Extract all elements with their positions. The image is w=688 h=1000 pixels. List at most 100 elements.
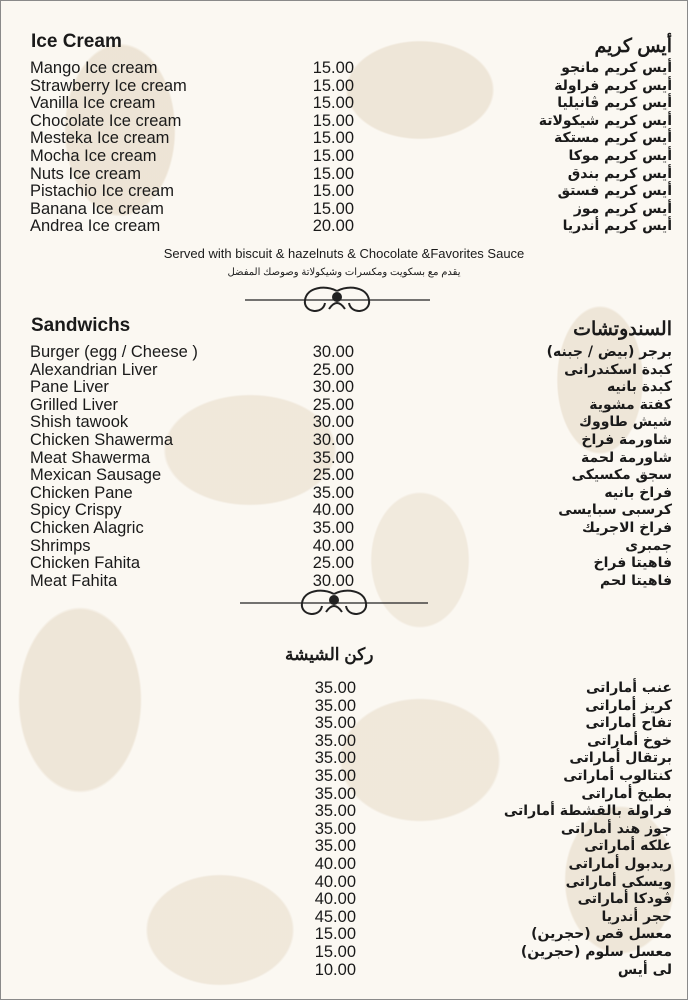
item-name-ar: أيس كريم شيكولاتة	[538, 112, 672, 129]
item-name-ar: سجق مكسيكى	[571, 467, 672, 484]
item-name-ar: ريدبول أماراتى	[568, 856, 672, 872]
item-price: 20.00	[312, 217, 354, 236]
item-price: 35.00	[314, 802, 356, 821]
item-name-ar: أيس كريم موز	[573, 200, 672, 217]
item-name: Shrimps	[30, 536, 91, 555]
item-name-ar: بطيخ أماراتى	[581, 785, 672, 802]
menu-item: Vanilla Ice cream 15.00 أيس كريم ڤانيليا	[0, 95, 688, 113]
item-name: Chicken Fahita	[30, 554, 141, 573]
sandwiches-title-ar: السندوتشات	[573, 319, 672, 340]
item-price: 40.00	[314, 890, 356, 909]
item-price: 30.00	[312, 571, 354, 590]
item-name-ar: شيش طاووك	[579, 414, 672, 431]
menu-item: 35.00 كنتالوب أماراتى	[0, 767, 688, 786]
menu-item: 35.00 فراولة بالقشطة أماراتى	[0, 803, 688, 821]
ornament-divider	[240, 589, 428, 615]
menu-item: 40.00 ڤودكا أماراتى	[0, 891, 688, 909]
menu-item: Pistachio Ice cream 15.00 أيس كريم فستق	[0, 183, 688, 201]
menu-item: Chicken Alagric 35.00 فراخ الاجريك	[0, 519, 688, 538]
menu-item: 35.00 تفاح أماراتى	[0, 715, 688, 733]
menu-item: 35.00 كريز أماراتى	[0, 697, 688, 716]
item-price: 35.00	[314, 819, 356, 838]
item-name-ar: ڤودكا أماراتى	[577, 891, 672, 908]
item-name-ar: خوخ أماراتى	[587, 732, 672, 749]
menu-item: Spicy Crispy 40.00 كرسبى سبايسى	[0, 502, 688, 520]
item-name: Chicken Pane	[30, 483, 133, 502]
item-price: 15.00	[312, 59, 354, 77]
menu-item: 10.00 لى أيس	[0, 960, 688, 980]
sandwiches-title: Sandwichs	[31, 315, 131, 336]
item-price: 40.00	[312, 536, 354, 555]
item-name: Spicy Crispy	[30, 501, 122, 520]
item-price: 40.00	[312, 501, 354, 520]
item-name-ar: فراولة بالقشطة أماراتى	[503, 803, 672, 820]
menu-item: Mocha Ice cream 15.00 أيس كريم موكا	[0, 147, 688, 166]
menu-item: Chicken Pane 35.00 فراخ بانيه	[0, 483, 688, 503]
item-name: Banana Ice cream	[30, 199, 164, 218]
item-price: 40.00	[314, 855, 356, 873]
item-name: Pane Liver	[30, 378, 109, 397]
item-price: 30.00	[312, 343, 354, 361]
item-price: 35.00	[314, 837, 356, 856]
item-price: 35.00	[314, 679, 356, 697]
item-price: 30.00	[312, 413, 354, 432]
item-name: Nuts Ice cream	[30, 164, 141, 183]
item-price: 15.00	[312, 129, 354, 148]
item-price: 35.00	[312, 483, 354, 502]
item-price: 15.00	[314, 943, 356, 961]
item-name-ar: فاهيتا فراخ	[593, 555, 672, 572]
menu-item: Mexican Sausage 25.00 سجق مكسيكى	[0, 467, 688, 485]
item-price: 25.00	[312, 395, 354, 414]
item-price: 10.00	[314, 960, 356, 979]
item-name: Mexican Sausage	[30, 466, 162, 485]
menu-item: 40.00 ريدبول أماراتى	[0, 855, 688, 874]
item-name-ar: كفتة مشوية	[589, 396, 672, 413]
menu-item: Grilled Liver 25.00 كفتة مشوية	[0, 395, 688, 415]
item-name-ar: حجر أندريا	[601, 908, 672, 925]
menu-item: 15.00 معسل قص (حجرين)	[0, 926, 688, 944]
item-name: Andrea Ice cream	[30, 217, 161, 236]
item-price: 40.00	[314, 872, 356, 891]
menu-item: Andrea Ice cream 20.00 أيس كريم أندريا	[0, 218, 688, 236]
menu-item: Shish tawook 30.00 شيش طاووك	[0, 414, 688, 432]
item-price: 25.00	[312, 554, 354, 573]
ornament-divider	[245, 286, 430, 312]
item-name-ar: كرسبى سبايسى	[558, 502, 672, 519]
item-name-ar: لى أيس	[617, 961, 672, 978]
item-price: 15.00	[312, 94, 354, 113]
menu-item: 35.00 عنب أماراتى	[0, 679, 688, 698]
item-name-ar: كريز أماراتى	[585, 697, 672, 714]
menu-item: Pane Liver 30.00 كبدة بانيه	[0, 379, 688, 397]
item-price: 15.00	[312, 199, 354, 218]
item-name-ar: جوز هند أماراتى	[560, 820, 672, 837]
item-price: 35.00	[314, 749, 356, 768]
item-name: Mesteka Ice cream	[30, 129, 170, 148]
item-name: Alexandrian Liver	[30, 360, 158, 379]
item-name-ar: شاورمة لحمة	[580, 449, 672, 466]
item-name-ar: أيس كريم بندق	[567, 165, 672, 182]
menu-item: Alexandrian Liver 25.00 كبدة اسكندرانى	[0, 360, 688, 380]
item-name-ar: تفاح أماراتى	[585, 715, 672, 732]
ice-cream-note-ar: يقدم مع بسكويت ومكسرات وشيكولاتة وصوصك ا…	[227, 267, 461, 278]
item-name-ar: أيس كريم أندريا	[562, 218, 672, 235]
item-name-ar: برجر (بيض / جبنه)	[546, 344, 672, 360]
item-name-ar: أيس كريم موكا	[568, 148, 672, 164]
item-name: Meat Shawerma	[30, 448, 151, 467]
menu-item: 35.00 علكه أماراتى	[0, 838, 688, 856]
item-price: 35.00	[314, 731, 356, 750]
item-name-ar: فراخ بانيه	[604, 484, 672, 501]
item-name-ar: معسل قص (حجرين)	[531, 926, 672, 943]
item-name: Grilled Liver	[30, 395, 119, 414]
item-name: Pistachio Ice cream	[30, 182, 174, 201]
menu-item: Chicken Shawerma 30.00 شاورمة فراخ	[0, 431, 688, 450]
item-name: Meat Fahita	[30, 571, 118, 590]
item-name: Chicken Alagric	[30, 519, 144, 537]
shisha-title-ar: ركن الشيشة	[285, 645, 374, 664]
item-price: 15.00	[312, 147, 354, 165]
item-name: Strawberry Ice cream	[30, 76, 187, 95]
item-price: 35.00	[312, 519, 354, 537]
item-price: 30.00	[312, 378, 354, 397]
item-price: 15.00	[312, 182, 354, 201]
item-name: Mango Ice cream	[30, 59, 158, 77]
ice-cream-note: Served with biscuit & hazelnuts & Chocol…	[163, 246, 525, 261]
